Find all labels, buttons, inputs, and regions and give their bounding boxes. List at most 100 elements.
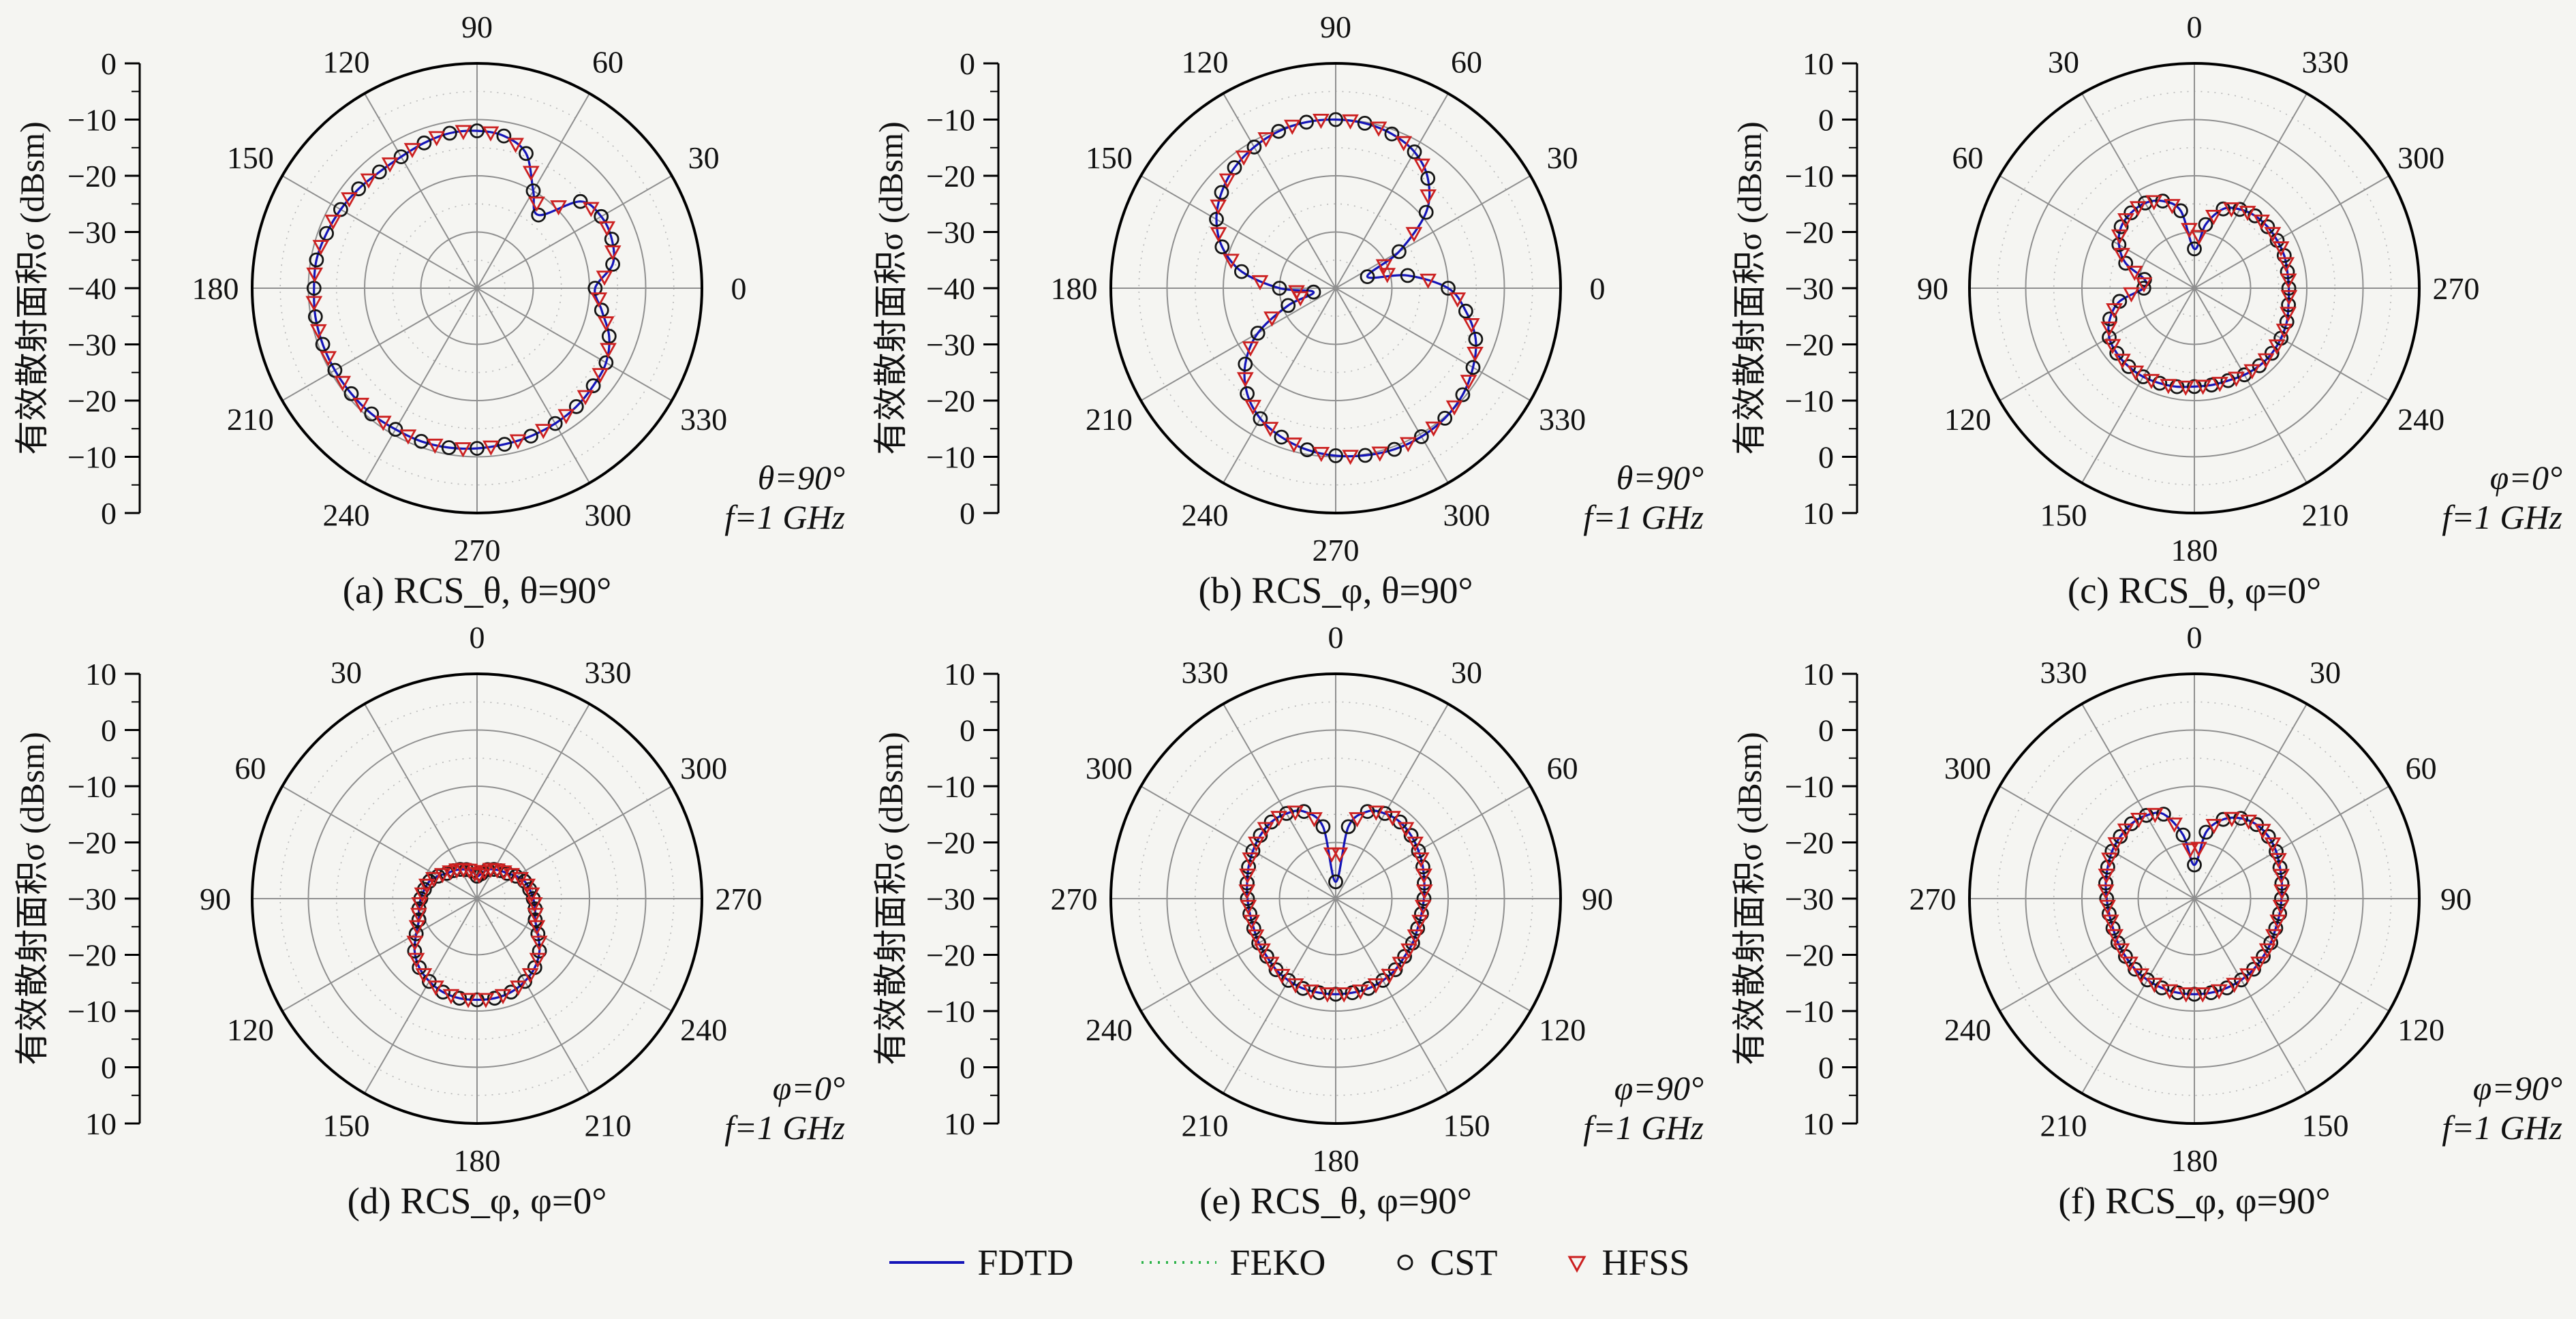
angle-tick-label: 210 (1086, 402, 1133, 437)
dotted-line-icon (1141, 1261, 1217, 1264)
legend-label-fdtd: FDTD (977, 1242, 1074, 1283)
radial-axis: 10 0 −10 −20 −30 −20 −10 0 10 (926, 657, 1000, 1141)
polar-chart-c: 10 0 −10 −20 −30 −20 −10 0 10 有效散射面积σ (dBsm) 0 30 60… (1730, 12, 2562, 568)
legend-item-hfss: HFSS (1562, 1241, 1690, 1284)
series-cst (407, 862, 547, 1008)
angle-tick-label: 300 (1944, 751, 1991, 786)
angle-tick-label: 240 (323, 498, 370, 533)
radial-tick-label: −30 (67, 328, 117, 362)
polar-grid (251, 62, 703, 514)
plot-annotation: φ=90°f=1 GHz (1583, 1069, 1704, 1147)
series-fdtd (2107, 199, 2290, 388)
angle-tick-label: 210 (227, 402, 274, 437)
series-fdtd (2104, 811, 2284, 995)
angle-tick-label: 30 (331, 655, 362, 689)
radial-tick-label: −20 (926, 159, 975, 193)
open-circle-icon (1397, 1254, 1413, 1271)
angle-tick-label: 60 (234, 751, 266, 786)
radial-tick-label: −20 (926, 938, 975, 973)
series-hfss (305, 125, 622, 458)
subplot-f: 10 0 −10 −20 −30 −20 −10 0 10 有效散射面积σ (dBsm) 0 30 60… (1717, 623, 2576, 1224)
legend-item-cst: CST (1390, 1241, 1497, 1284)
annotation-line: φ=0° (773, 1069, 845, 1107)
radial-tick-label: −10 (67, 440, 117, 475)
series-fdtd (313, 129, 615, 450)
angle-labels: 0 30 60 90 120 150 180 210 240 270 300 330 (1051, 12, 1606, 568)
subplot-caption-f: (f) RCS_φ, φ=90° (2058, 1180, 2331, 1222)
plot-annotation: θ=90°f=1 GHz (1583, 459, 1704, 536)
polar-grid (1109, 62, 1562, 514)
angle-tick-label: 300 (1443, 498, 1490, 533)
angle-tick-label: 150 (323, 1108, 370, 1143)
plot-annotation: θ=90°f=1 GHz (724, 459, 845, 536)
radial-tick-label: −10 (926, 769, 975, 804)
radial-tick-label: 0 (1818, 103, 1834, 138)
solid-line-icon (889, 1261, 965, 1264)
annotation-line: f=1 GHz (1583, 498, 1704, 536)
angle-tick-label: 180 (1051, 271, 1098, 306)
series-hfss (1238, 805, 1433, 1003)
radial-tick-label: −30 (67, 215, 117, 250)
legend: FDTD FEKO CST HFSS (0, 1241, 2576, 1284)
legend-label-cst: CST (1430, 1242, 1498, 1283)
angle-tick-label: 210 (2040, 1108, 2087, 1143)
radial-axis: 10 0 −10 −20 −30 −20 −10 0 10 (1785, 46, 1858, 531)
radial-tick-label: −30 (1785, 271, 1834, 306)
radial-tick-label: −20 (1785, 215, 1834, 250)
radial-tick-label: 10 (1803, 1106, 1834, 1141)
radial-tick-label: −20 (926, 384, 975, 418)
angle-labels: 0 30 60 90 120 150 180 210 240 270 300 330 (1051, 623, 1614, 1178)
radial-tick-label: −10 (1785, 769, 1834, 804)
annotation-line: f=1 GHz (724, 498, 845, 536)
angle-tick-label: 60 (592, 44, 624, 79)
angle-tick-label: 60 (1547, 751, 1578, 786)
series-fdtd (1215, 118, 1477, 458)
angle-tick-label: 120 (2397, 1012, 2444, 1047)
subplot-caption-e: (e) RCS_θ, φ=90° (1199, 1180, 1472, 1222)
plots-grid: 0 −10 −20 −30 −40 −30 −20 −10 0 有效散射面积σ (dBsm) 0 30… (0, 12, 2576, 1224)
radial-axis: 0 −10 −20 −30 −40 −30 −20 −10 0 (926, 46, 1000, 531)
polar-chart-b: 0 −10 −20 −30 −40 −30 −20 −10 0 有效散射面积σ (dBsm) 0 30… (872, 12, 1704, 568)
angle-tick-label: 90 (461, 12, 493, 44)
polar-chart-a: 0 −10 −20 −30 −40 −30 −20 −10 0 有效散射面积σ (dBsm) 0 30… (13, 12, 845, 568)
angle-labels: 0 30 60 90 120 150 180 210 240 270 300 330 (192, 12, 747, 568)
annotation-line: f=1 GHz (2442, 498, 2562, 536)
angle-tick-label: 150 (2302, 1108, 2349, 1143)
angle-tick-label: 240 (1944, 1012, 1991, 1047)
radial-tick-label: −10 (1785, 384, 1834, 418)
subplot-caption-b: (b) RCS_φ, θ=90° (1198, 570, 1473, 611)
radial-tick-label: −20 (67, 938, 117, 973)
subplot-b: 0 −10 −20 −30 −40 −30 −20 −10 0 有效散射面积σ (dBsm) 0 30… (859, 12, 1717, 613)
angle-tick-label: 90 (1320, 12, 1351, 44)
radial-tick-label: −10 (926, 103, 975, 138)
radial-tick-label: −40 (926, 271, 975, 306)
angle-tick-label: 60 (2406, 751, 2437, 786)
angle-tick-label: 300 (2397, 140, 2444, 175)
angle-tick-label: 330 (2302, 44, 2349, 79)
radial-tick-label: 0 (101, 46, 117, 81)
radial-tick-label: −10 (1785, 159, 1834, 193)
angle-tick-label: 270 (716, 882, 763, 916)
y-axis-label: 有效散射面积σ (dBsm) (13, 121, 51, 454)
annotation-line: φ=90° (1614, 1069, 1704, 1107)
angle-tick-label: 30 (1451, 655, 1482, 689)
angle-tick-label: 120 (1944, 402, 1991, 437)
open-triangle-down-icon (1567, 1256, 1587, 1273)
polar-grid (251, 672, 703, 1125)
angle-tick-label: 180 (2171, 1143, 2218, 1178)
angle-tick-label: 0 (1328, 623, 1344, 655)
angle-tick-label: 150 (1443, 1108, 1490, 1143)
polar-grid (1968, 672, 2421, 1125)
angle-tick-label: 0 (1590, 271, 1606, 306)
radial-tick-label: 10 (944, 1106, 975, 1141)
subplot-e: 10 0 −10 −20 −30 −20 −10 0 10 有效散射面积σ (dBsm) 0 30 60… (859, 623, 1717, 1224)
radial-tick-label: −30 (67, 882, 117, 916)
radial-tick-label: −20 (1785, 938, 1834, 973)
annotation-line: f=1 GHz (1583, 1108, 1704, 1147)
radial-tick-label: 0 (960, 46, 975, 81)
series-hfss (2097, 807, 2290, 1003)
y-axis-label: 有效散射面积σ (dBsm) (1730, 121, 1768, 454)
series-hfss (406, 863, 548, 1008)
annotation-line: θ=90° (758, 459, 845, 497)
angle-tick-label: 330 (2040, 655, 2087, 689)
